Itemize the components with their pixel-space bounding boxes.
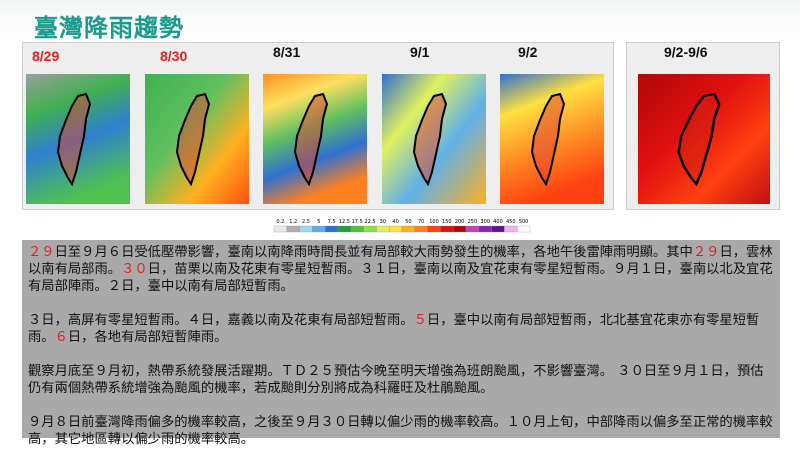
colorbar-label: 250 (468, 219, 478, 225)
colorbar-label: 500 (519, 219, 529, 225)
text-run: 日，苗栗以南及花東有零星短暫雨。３１日，臺南以南及宜花東有零星短暫雨。９月１日，… (28, 262, 773, 294)
date-label: 9/2 (518, 44, 538, 60)
colorbar-label: 450 (506, 219, 516, 225)
map (26, 74, 130, 204)
colorbar-swatch (389, 225, 403, 233)
colorbar-swatch (376, 225, 390, 233)
colorbar-label: 1.2 (289, 219, 297, 225)
text-run: 日，各地有局部短暫陣雨。 (67, 330, 228, 345)
colorbar-label: 70 (418, 219, 424, 225)
colorbar-label: 12.5 (339, 219, 350, 225)
colorbar-label: 200 (455, 219, 465, 225)
colorbar-label: 50 (405, 219, 411, 225)
colorbar-label: 40 (392, 219, 398, 225)
map (638, 74, 770, 204)
text-run: 觀察月底至９月初，熱帶系統發展活躍期。ＴＤ２５預估今晚至明天增強為班朗颱風，不影… (28, 364, 764, 396)
taiwan-outline (175, 92, 211, 187)
title: 臺灣降雨趨勢 (34, 14, 184, 42)
date-label: 9/1 (410, 44, 430, 60)
colorbar: 0.2 1.2 2.5 5 7.5 12.5 17.5 22.5 30 40 50 70 100 150 2… (273, 219, 531, 233)
date-label: 8/30 (160, 48, 188, 64)
map (500, 74, 604, 204)
colorbar-swatch (517, 225, 531, 233)
text-run: ６ (54, 330, 68, 345)
colorbar-swatch (453, 225, 467, 233)
colorbar-label: 2.5 (302, 219, 310, 225)
map (382, 74, 486, 204)
colorbar-swatch (325, 225, 339, 233)
text-run: 日，臺中以南有局部短暫雨，北北基宜花東亦有零星短暫雨。 (28, 313, 760, 345)
colorbar-swatch (478, 225, 492, 233)
paragraph: 觀察月底至９月初，熱帶系統發展活躍期。ＴＤ２５預估今晚至明天增強為班朗颱風，不影… (28, 363, 774, 397)
colorbar-swatch (504, 225, 518, 233)
header-band (0, 0, 800, 42)
text-run: ３０ (121, 262, 148, 277)
colorbar-label: 100 (429, 219, 439, 225)
colorbar-label: 300 (480, 219, 490, 225)
text-run: ２９ (692, 245, 720, 260)
colorbar-swatch (312, 225, 326, 233)
colorbar-swatch (414, 225, 428, 233)
colorbar-swatch (440, 225, 454, 233)
colorbar-swatch (401, 225, 415, 233)
text-run: ３日，高屏有零星短暫雨。４日，嘉義以南及花東有局部短暫雨。 (28, 313, 414, 328)
colorbar-label: 7.5 (328, 219, 336, 225)
colorbar-label: 17.5 (352, 219, 363, 225)
paragraph: ３日，高屏有零星短暫雨。４日，嘉義以南及花東有局部短暫雨。５日，臺中以南有局部短… (28, 312, 774, 346)
colorbar-label: 30 (380, 219, 386, 225)
colorbar-swatch (363, 225, 377, 233)
taiwan-outline (530, 92, 566, 187)
colorbar-swatch (337, 225, 351, 233)
taiwan-outline (412, 92, 448, 187)
colorbar-label: 22.5 (364, 219, 375, 225)
paragraph: ９月８日前臺灣降雨偏多的機率較高，之後至９月３０日轉以偏少雨的機率較高。１０月上… (28, 414, 774, 448)
colorbar-swatch (273, 225, 287, 233)
colorbar-swatch (465, 225, 479, 233)
colorbar-label: 5 (317, 219, 320, 225)
date-label: 9/2-9/6 (664, 44, 708, 60)
colorbar-label: 0.2 (276, 219, 284, 225)
taiwan-outline (293, 92, 329, 187)
map (263, 74, 367, 204)
taiwan-outline (56, 92, 92, 187)
paragraph: ２９日至９月６日受低壓帶影響，臺南以南降雨時間長並有局部較大雨勢發生的機率，各地… (28, 244, 774, 295)
notes-box: ２９日至９月６日受低壓帶影響，臺南以南降雨時間長並有局部較大雨勢發生的機率，各地… (22, 240, 780, 447)
taiwan-outline (677, 92, 721, 187)
text-run: 日至９月６日受低壓帶影響，臺南以南降雨時間長並有局部較大雨勢發生的機率，各地午後… (54, 245, 693, 260)
colorbar-swatch (286, 225, 300, 233)
text-run: ５ (413, 313, 427, 328)
colorbar-swatch (299, 225, 313, 233)
date-label: 8/31 (273, 44, 301, 60)
map (145, 74, 249, 204)
colorbar-swatch (427, 225, 441, 233)
text-run: ９月８日前臺灣降雨偏多的機率較高，之後至９月３０日轉以偏少雨的機率較高。１０月上… (28, 415, 773, 447)
text-run: 日，雲林以南有局部雨。 (28, 245, 773, 277)
colorbar-label: 150 (442, 219, 452, 225)
colorbar-swatch (350, 225, 364, 233)
date-label: 8/29 (32, 48, 60, 64)
text-run: ２９ (28, 245, 55, 260)
colorbar-swatch (491, 225, 505, 233)
colorbar-label: 400 (493, 219, 503, 225)
